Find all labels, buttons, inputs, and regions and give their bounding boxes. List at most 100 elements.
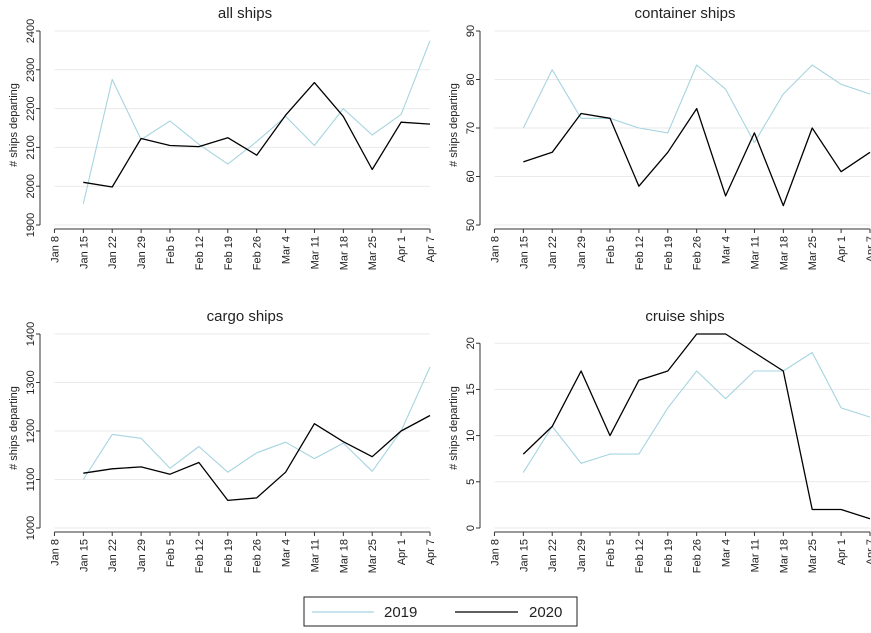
x-tick-label: Apr 1 [396, 236, 408, 262]
series-line-2020 [522, 333, 871, 520]
x-tick-label: Jan 15 [78, 236, 90, 269]
y-tick-label: 80 [465, 73, 477, 85]
x-tick-label: Mar 18 [778, 539, 790, 573]
x-tick-label: Jan 29 [136, 539, 148, 572]
legend: 2019 2020 [303, 596, 578, 627]
x-tick-label: Jan 22 [547, 236, 559, 269]
series-line-2019 [522, 351, 871, 473]
y-tick-label: 1900 [25, 213, 37, 237]
y-tick-label: 10 [465, 429, 477, 441]
x-tick-label: Mar 25 [367, 236, 379, 270]
x-tick-label: Apr 7 [865, 539, 871, 565]
x-tick-label: Apr 7 [425, 236, 437, 262]
series-line-2020 [523, 107, 871, 207]
x-tick-label: Mar 25 [367, 539, 379, 573]
x-tick-label: Feb 12 [194, 539, 206, 573]
x-tick-label: Mar 25 [807, 539, 819, 573]
x-tick-label: Feb 26 [252, 539, 264, 573]
x-tick-label: Jan 22 [107, 539, 119, 572]
x-tick-label: Mar 18 [778, 236, 790, 270]
legend-label-2020: 2020 [529, 604, 562, 621]
x-tick-label: Jan 29 [576, 236, 588, 269]
legend-label-2019: 2019 [384, 604, 417, 621]
x-tick-label: Mar 25 [807, 236, 819, 270]
x-tick-label: Jan 8 [489, 539, 501, 566]
x-tick-label: Jan 15 [78, 539, 90, 572]
y-tick-label: 5 [465, 479, 477, 485]
y-tick-label: 15 [465, 383, 477, 395]
y-tick-label: 2300 [25, 58, 37, 82]
x-tick-label: Mar 18 [338, 539, 350, 573]
x-tick-label: Apr 7 [425, 539, 437, 565]
x-tick-label: Mar 18 [338, 236, 350, 270]
y-axis-label: # ships departing [8, 83, 20, 167]
y-tick-label: 2000 [25, 174, 37, 198]
series-line-2019 [82, 40, 431, 204]
x-tick-label: Jan 22 [547, 539, 559, 572]
x-tick-label: Mar 4 [281, 539, 293, 567]
x-tick-label: Feb 19 [223, 539, 235, 573]
x-tick-label: Mar 11 [309, 236, 321, 269]
x-tick-label: Feb 12 [634, 539, 646, 573]
x-tick-label: Jan 29 [576, 539, 588, 572]
x-tick-label: Feb 19 [663, 539, 675, 573]
y-tick-label: 1300 [25, 370, 37, 394]
y-tick-label: 60 [465, 170, 477, 182]
x-tick-label: Jan 29 [136, 236, 148, 269]
y-axis-label: # ships departing [448, 386, 460, 470]
series-line-2020 [83, 81, 431, 188]
x-tick-label: Apr 1 [836, 236, 848, 262]
x-tick-label: Jan 15 [518, 236, 530, 269]
y-axis-label: # ships departing [8, 386, 20, 470]
x-tick-label: Jan 8 [49, 539, 61, 566]
series-line-2020 [83, 414, 431, 502]
x-tick-label: Feb 19 [223, 236, 235, 270]
y-tick-label: 50 [465, 219, 477, 231]
x-tick-label: Mar 4 [721, 539, 733, 567]
x-tick-label: Feb 5 [165, 236, 177, 264]
x-tick-label: Feb 26 [692, 539, 704, 573]
x-tick-label: Apr 7 [865, 236, 871, 262]
x-tick-label: Feb 19 [663, 236, 675, 270]
x-tick-label: Feb 26 [692, 236, 704, 270]
panel-cruise-ships: 0 5 10 15 20 # ships departing Jan 8 Jan 15 Jan … [448, 308, 871, 573]
x-tick-label: Apr 1 [836, 539, 848, 565]
y-tick-label: 70 [465, 122, 477, 134]
y-tick-label: 2200 [25, 96, 37, 120]
y-tick-label: 2400 [25, 19, 37, 43]
x-tick-label: Mar 4 [281, 236, 293, 264]
series-line-2019 [522, 64, 871, 144]
panel-cargo-ships: 1000 1100 1200 1300 1400 # ships departing Jan… [8, 308, 437, 573]
x-tick-label: Mar 11 [749, 539, 761, 572]
panel-all-ships: 1900 2000 2100 2200 2300 2400 # ships departin… [8, 5, 437, 270]
x-tick-label: Apr 1 [396, 539, 408, 565]
x-tick-label: Feb 5 [605, 539, 617, 567]
y-tick-label: 0 [465, 525, 477, 531]
x-tick-label: Jan 15 [518, 539, 530, 572]
y-tick-label: 1200 [25, 419, 37, 443]
y-axis-label: # ships departing [448, 83, 460, 167]
x-tick-label: Feb 12 [194, 236, 206, 270]
panel-title: container ships [635, 5, 736, 22]
x-tick-label: Mar 4 [721, 236, 733, 264]
x-tick-label: Feb 5 [605, 236, 617, 264]
x-tick-label: Feb 5 [165, 539, 177, 567]
x-tick-label: Mar 11 [749, 236, 761, 269]
y-tick-label: 1000 [25, 516, 37, 540]
x-tick-label: Mar 11 [309, 539, 321, 572]
panel-container-ships: 50 60 70 80 90 # ships departing Jan 8 Jan 15 Ja… [448, 5, 871, 270]
x-tick-label: Jan 8 [489, 236, 501, 263]
series-line-2019 [82, 366, 431, 480]
y-tick-label: 90 [465, 25, 477, 37]
x-tick-label: Jan 22 [107, 236, 119, 269]
x-tick-label: Jan 8 [49, 236, 61, 263]
panel-title: cargo ships [207, 308, 284, 325]
x-tick-label: Feb 26 [252, 236, 264, 270]
y-tick-label: 1400 [25, 322, 37, 346]
y-tick-label: 20 [465, 337, 477, 349]
panel-title: all ships [218, 5, 272, 22]
y-tick-label: 2100 [25, 135, 37, 159]
panel-title: cruise ships [645, 308, 724, 325]
